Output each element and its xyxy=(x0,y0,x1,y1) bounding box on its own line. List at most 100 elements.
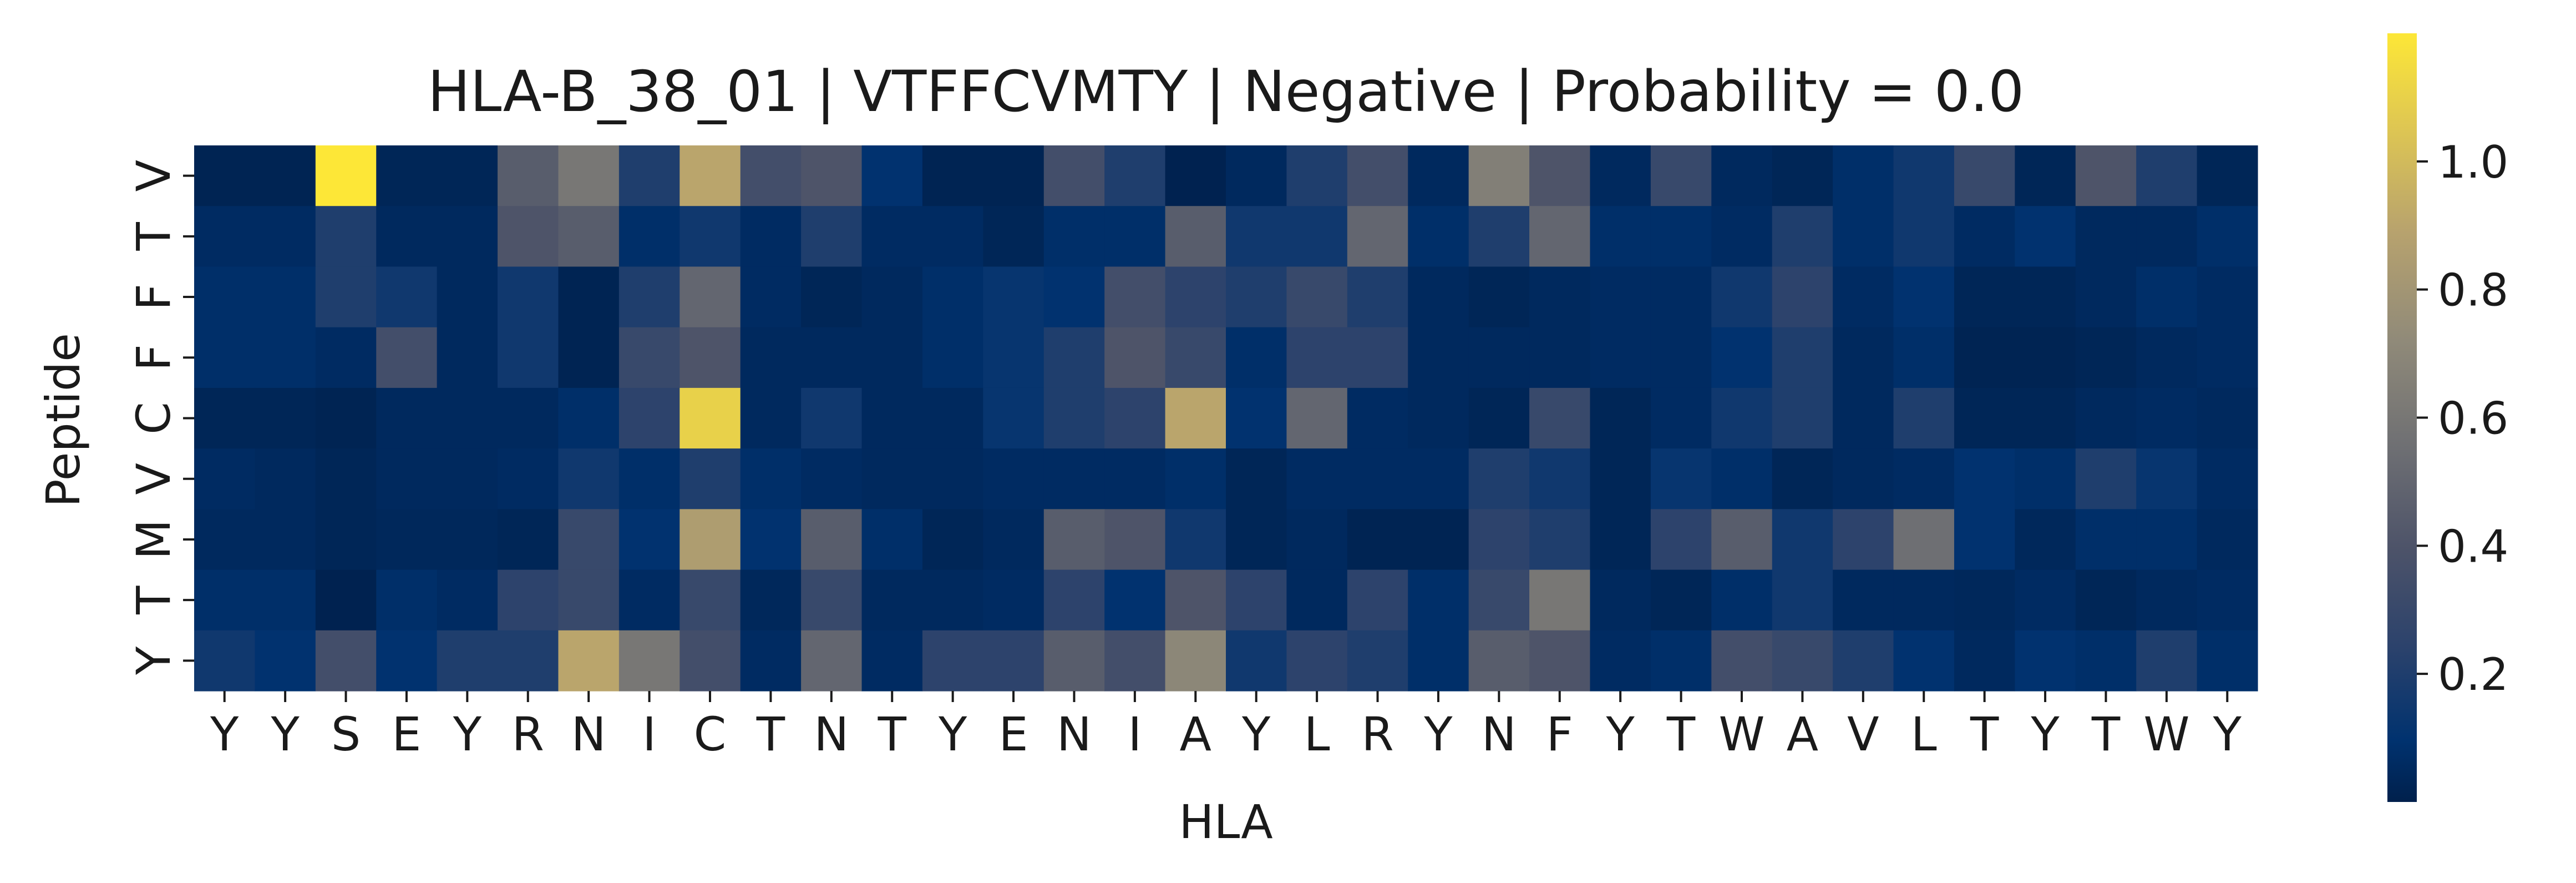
heatmap-cell xyxy=(861,145,923,206)
heatmap-cell xyxy=(1590,145,1651,206)
heatmap-cell xyxy=(1529,509,1591,571)
heatmap-cell xyxy=(680,206,741,268)
heatmap-cell xyxy=(1408,630,1469,692)
heatmap-cell xyxy=(1529,448,1591,509)
heatmap-cell xyxy=(2197,145,2258,206)
heatmap-cell xyxy=(618,509,680,571)
heatmap-cell xyxy=(2136,448,2198,509)
heatmap-cell xyxy=(2136,145,2198,206)
heatmap-cell xyxy=(801,327,863,388)
heatmap-cell xyxy=(2136,569,2198,631)
heatmap-cell xyxy=(194,448,256,509)
heatmap-cell xyxy=(740,630,802,692)
heatmap-cell xyxy=(1893,509,1955,571)
heatmap-cell xyxy=(1893,387,1955,449)
heatmap-cell xyxy=(1590,206,1651,268)
heatmap-cell xyxy=(1590,327,1651,388)
heatmap-cell xyxy=(680,569,741,631)
heatmap-cell xyxy=(2075,630,2137,692)
heatmap-cell xyxy=(740,509,802,571)
heatmap-cell xyxy=(1286,145,1348,206)
x-tick-label: Y xyxy=(2213,707,2242,761)
y-tick-label: T xyxy=(126,586,181,615)
heatmap-cell xyxy=(1590,448,1651,509)
heatmap-cell xyxy=(1408,327,1469,388)
heatmap-cell xyxy=(376,266,438,328)
heatmap-cell xyxy=(1104,448,1166,509)
heatmap-cell xyxy=(680,387,741,449)
heatmap-cell xyxy=(1833,206,1894,268)
heatmap-cell xyxy=(1711,266,1773,328)
heatmap-cell xyxy=(1529,145,1591,206)
heatmap-cell xyxy=(1043,206,1105,268)
heatmap-cell xyxy=(740,569,802,631)
heatmap-cell xyxy=(1650,327,1712,388)
heatmap-cell xyxy=(437,448,498,509)
heatmap-cell xyxy=(1893,569,1955,631)
heatmap-cell xyxy=(437,145,498,206)
x-tick-label: I xyxy=(1128,707,1142,761)
heatmap-cell xyxy=(2197,327,2258,388)
x-tick-label: N xyxy=(1057,707,1092,761)
heatmap-cell xyxy=(1772,448,1833,509)
heatmap-cell xyxy=(618,569,680,631)
heatmap-cell xyxy=(1408,206,1469,268)
x-tick-label: T xyxy=(1970,707,1999,761)
heatmap-cell xyxy=(1468,206,1530,268)
heatmap-cell xyxy=(255,509,316,571)
heatmap-cell xyxy=(1347,387,1408,449)
heatmap-cell xyxy=(922,448,983,509)
heatmap-cell xyxy=(1165,266,1226,328)
heatmap-cell xyxy=(315,569,377,631)
heatmap-cell xyxy=(1286,630,1348,692)
heatmap-cell xyxy=(1226,266,1287,328)
heatmap-cell xyxy=(680,630,741,692)
heatmap-cell xyxy=(437,266,498,328)
y-tick-label: Y xyxy=(126,646,181,675)
heatmap-cell xyxy=(1165,509,1226,571)
heatmap-cell xyxy=(922,145,983,206)
heatmap-cell xyxy=(1408,509,1469,571)
x-tick-label: N xyxy=(1482,707,1517,761)
colorbar-tick-label: 1.0 xyxy=(2438,137,2508,188)
heatmap-cell xyxy=(1104,266,1166,328)
heatmap-cell xyxy=(1347,206,1408,268)
heatmap-cell xyxy=(1954,509,2015,571)
heatmap-cell xyxy=(618,266,680,328)
heatmap-cell xyxy=(255,630,316,692)
heatmap-cell xyxy=(2136,266,2198,328)
heatmap-cell xyxy=(1893,327,1955,388)
heatmap-cell xyxy=(922,509,983,571)
colorbar-ticks: 0.2 0.4 0.6 0.8 1.0 xyxy=(2417,137,2508,700)
heatmap-cell xyxy=(1833,630,1894,692)
heatmap-cell xyxy=(2136,509,2198,571)
heatmap-cell xyxy=(1347,145,1408,206)
heatmap-cell xyxy=(1954,630,2015,692)
heatmap-cell xyxy=(315,387,377,449)
heatmap-cell xyxy=(255,569,316,631)
heatmap-cell xyxy=(1165,206,1226,268)
heatmap-cell xyxy=(1286,448,1348,509)
heatmap-cell xyxy=(680,145,741,206)
heatmap-cell xyxy=(1893,630,1955,692)
y-tick-label: T xyxy=(126,221,181,251)
heatmap-cell xyxy=(1772,630,1833,692)
heatmap-cell xyxy=(437,327,498,388)
heatmap-cell xyxy=(2197,630,2258,692)
heatmap-cell xyxy=(922,266,983,328)
heatmap-cell xyxy=(255,145,316,206)
heatmap-cell xyxy=(1165,569,1226,631)
heatmap-cell xyxy=(1468,387,1530,449)
heatmap-cell xyxy=(1954,145,2015,206)
x-tick-label: Y xyxy=(1606,707,1635,761)
x-axis-label: HLA xyxy=(1179,795,1272,849)
x-tick-label: E xyxy=(392,707,421,761)
heatmap-cell xyxy=(498,145,559,206)
x-tick-label: Y xyxy=(2030,707,2060,761)
heatmap-cell xyxy=(922,630,983,692)
heatmap-cell xyxy=(1772,327,1833,388)
heatmap-cell xyxy=(618,206,680,268)
heatmap-cell xyxy=(922,387,983,449)
heatmap-cell xyxy=(376,387,438,449)
heatmap-cell xyxy=(861,509,923,571)
